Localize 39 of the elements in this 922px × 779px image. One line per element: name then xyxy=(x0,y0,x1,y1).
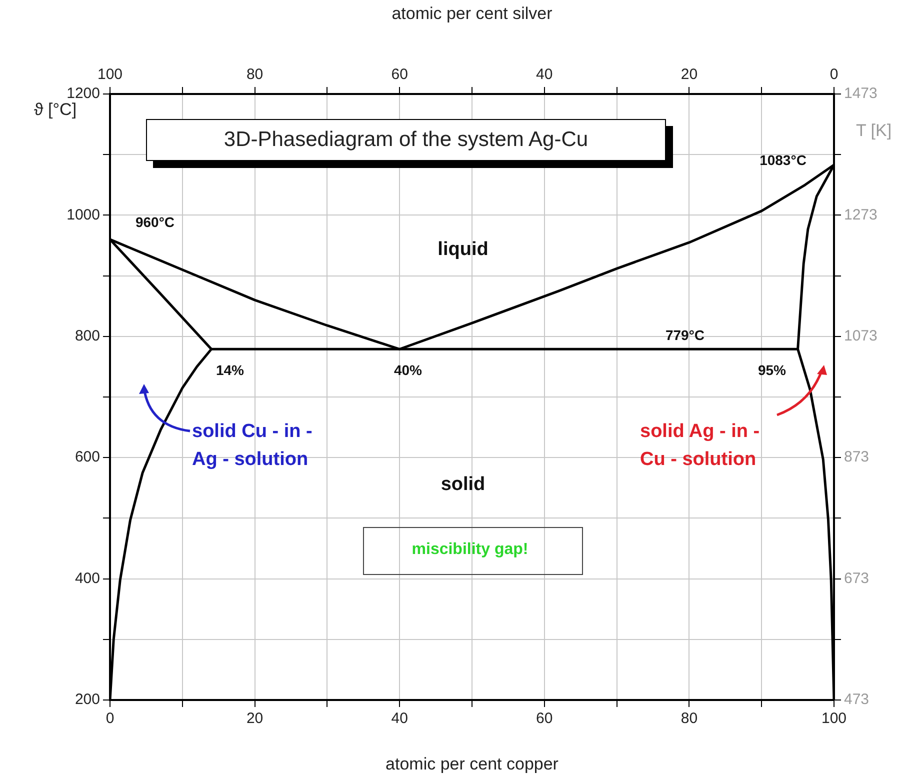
x2-tick-label: 60 xyxy=(391,66,408,84)
x2-tick-label: 20 xyxy=(680,66,698,84)
x2-tick-label: 100 xyxy=(97,66,123,84)
annotation: 95% xyxy=(758,361,786,380)
x-tick-label: 100 xyxy=(821,710,847,728)
y2-tick-label: 473 xyxy=(844,691,870,708)
x-axis-title: atomic per cent copper xyxy=(386,754,559,774)
annotation: solid Cu - in - Ag - solution xyxy=(192,420,314,472)
annotation: 1083°C xyxy=(760,151,806,170)
x-tick-label: 40 xyxy=(391,710,408,728)
annotation: miscibility gap! xyxy=(412,540,528,560)
x-tick-label: 20 xyxy=(246,710,264,728)
annotation: 960°C xyxy=(135,213,175,232)
y2-axis-title: T [K] xyxy=(856,121,892,141)
x2-axis-title: atomic per cent silver xyxy=(392,4,553,23)
y-tick-label: 200 xyxy=(74,691,100,708)
y2-tick-label: 1473 xyxy=(844,85,878,102)
y2-tick-label: 673 xyxy=(844,570,870,587)
y-tick-label: 1200 xyxy=(66,85,100,102)
x-tick-label: 80 xyxy=(680,710,698,728)
x2-tick-label: 0 xyxy=(830,66,838,84)
y-tick-label: 1000 xyxy=(66,206,100,224)
annotation: liquid xyxy=(438,238,488,262)
x2-tick-label: 40 xyxy=(536,66,553,84)
annotation: solid xyxy=(440,473,486,497)
y2-tick-label: 1073 xyxy=(844,328,878,345)
x-tick-label: 0 xyxy=(106,710,114,728)
y-tick-label: 800 xyxy=(74,328,100,345)
y-axis-title: ϑ [°C] xyxy=(34,100,77,120)
x-tick-label: 60 xyxy=(536,710,553,728)
y2-tick-label: 873 xyxy=(844,448,870,466)
y-tick-label: 600 xyxy=(74,448,100,466)
x2-tick-label: 80 xyxy=(246,66,264,84)
annotation: 40% xyxy=(394,361,422,380)
annotation: solid Ag - in - Cu - solution xyxy=(640,420,761,472)
y-tick-label: 400 xyxy=(74,570,100,587)
annotation: 779°C xyxy=(665,326,705,345)
y2-tick-label: 1273 xyxy=(844,206,878,224)
annotation: 14% xyxy=(216,361,244,380)
